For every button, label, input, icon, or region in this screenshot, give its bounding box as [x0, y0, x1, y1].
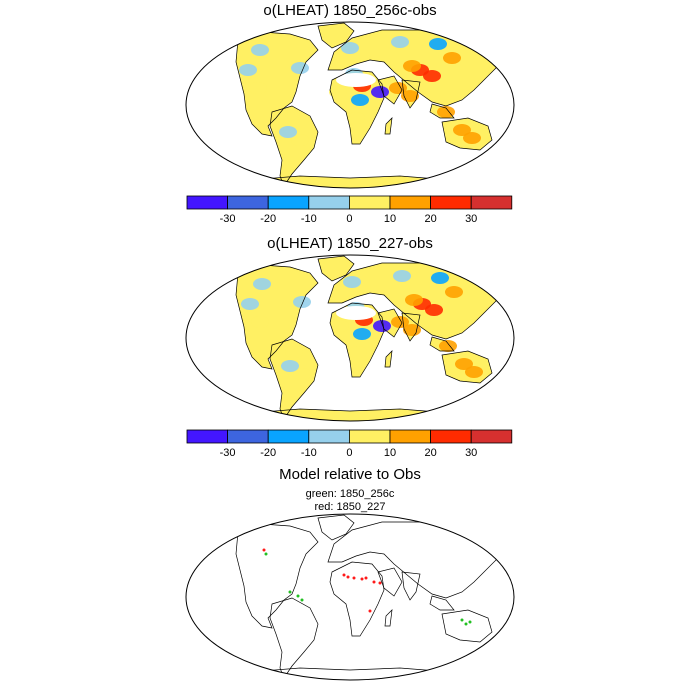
- panel1-title: o(LHEAT) 1850_256c-obs: [263, 2, 437, 19]
- map-2-outline: [185, 254, 515, 422]
- red-marker: [368, 609, 372, 613]
- colorbar-2-box: [430, 429, 472, 444]
- colorbar-1: -30 -20 -10 0 10 20 30: [186, 195, 513, 225]
- colorbar-2-tick: 0: [346, 447, 352, 459]
- colorbar-1-tick: 30: [465, 213, 477, 225]
- colorbar-1-box: [227, 195, 269, 210]
- colorbar-1-tick: -10: [301, 213, 317, 225]
- colorbar-2-tick: 10: [384, 447, 396, 459]
- colorbar-2-tick: -20: [260, 447, 276, 459]
- colorbar-1-tick: 0: [346, 213, 352, 225]
- colorbar-2-box: [389, 429, 431, 444]
- colorbar-1-box: [348, 195, 391, 210]
- colorbar-1-box: [470, 195, 513, 210]
- colorbar-1-box: [308, 195, 350, 210]
- map-3-layer: [186, 514, 514, 680]
- panel2-title: o(LHEAT) 1850_227-obs: [267, 235, 433, 252]
- colorbar-1-tick: -20: [260, 213, 276, 225]
- colorbar-2-tick: 30: [465, 447, 477, 459]
- comparison-red-label: red: 1850_227: [314, 501, 386, 513]
- colorbar-1-box: [430, 195, 472, 210]
- colorbar-1-box: [186, 195, 228, 210]
- green-marker: [296, 594, 300, 598]
- colorbar-2-box: [348, 429, 391, 444]
- colorbar-2: -30 -20 -10 0 10 20 30: [186, 429, 513, 459]
- red-marker: [342, 573, 346, 577]
- green-marker: [468, 620, 472, 624]
- colorbar-2-tick: -10: [301, 447, 317, 459]
- colorbar-2-box: [308, 429, 350, 444]
- map-1-layer: [186, 22, 514, 188]
- map-2-layer: [186, 255, 514, 421]
- red-marker: [360, 577, 364, 581]
- colorbar-2-tick: -30: [220, 447, 236, 459]
- green-marker: [264, 552, 268, 556]
- red-marker: [346, 575, 350, 579]
- colorbar-2-box: [227, 429, 269, 444]
- colorbar-1-tick: 20: [424, 213, 436, 225]
- green-marker: [460, 618, 464, 622]
- colorbar-1-tick: -30: [220, 213, 236, 225]
- green-marker: [300, 598, 304, 602]
- comparison-green-label: green: 1850_256c: [305, 488, 395, 500]
- map-1-outline: [185, 21, 515, 189]
- red-marker: [352, 576, 356, 580]
- green-marker: [288, 590, 292, 594]
- red-marker: [262, 548, 266, 552]
- colorbar-2-tick: 20: [424, 447, 436, 459]
- red-marker: [372, 580, 376, 584]
- colorbar-1-tick: 10: [384, 213, 396, 225]
- red-marker: [364, 576, 368, 580]
- colorbar-1-box: [267, 195, 310, 210]
- comparison-title: Model relative to Obs: [279, 466, 421, 483]
- colorbar-2-box: [470, 429, 513, 444]
- colorbar-1-box: [389, 195, 431, 210]
- green-marker: [464, 622, 468, 626]
- red-marker: [378, 581, 382, 585]
- map-3-outline: [185, 513, 515, 681]
- colorbar-2-box: [186, 429, 228, 444]
- colorbar-2-box: [267, 429, 310, 444]
